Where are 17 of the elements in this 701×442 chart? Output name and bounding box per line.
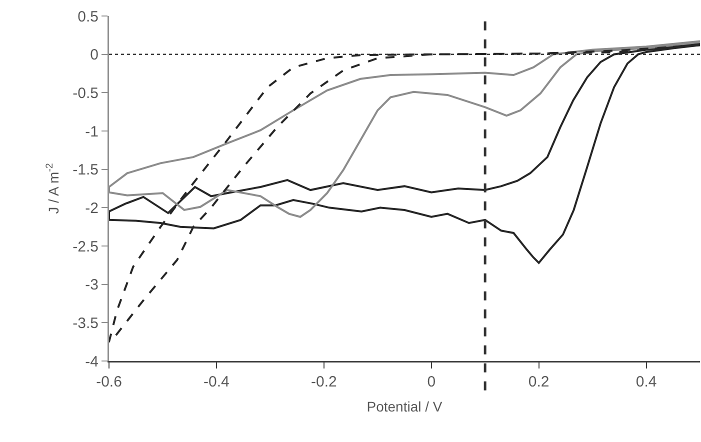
y-tick-label: -1	[85, 123, 98, 140]
x-axis-title: Potential / V	[366, 398, 443, 415]
x-tick-label: -0.4	[204, 374, 230, 390]
x-tick-label: -0.6	[96, 374, 122, 390]
x-tick-label: 0.2	[528, 374, 550, 390]
y-tick-label: -0.5	[72, 84, 98, 102]
x-tick-label: 0	[427, 374, 436, 390]
x-tick-label: 0.4	[636, 374, 657, 390]
y-tick-label: 0.5	[78, 8, 98, 26]
y-tick-label: -3	[85, 276, 98, 294]
y-tick-label: 0	[90, 46, 98, 64]
y-tick-label: -4	[85, 353, 98, 370]
y-tick-label: -1.5	[72, 162, 98, 179]
x-tick-label: -0.2	[310, 374, 337, 390]
y-tick-label: -2.5	[72, 238, 98, 256]
y-tick-label: -2	[85, 200, 98, 217]
y-tick-label: -3.5	[72, 314, 98, 332]
